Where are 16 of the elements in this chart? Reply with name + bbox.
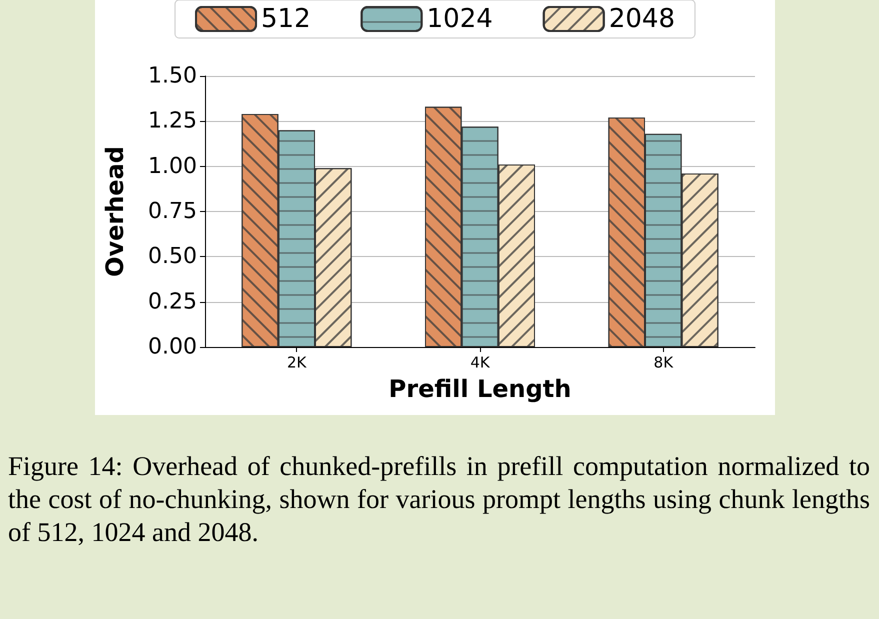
y-tick-label: 0.75 [148, 199, 197, 224]
y-tick-label: 0.00 [148, 334, 197, 360]
y-tick-label: 0.25 [148, 289, 197, 314]
x-tick-label: 4K [470, 354, 491, 372]
legend-label: 1024 [426, 4, 493, 34]
x-tick-label: 8K [654, 354, 674, 372]
x-axis-title: Prefill Length [388, 375, 572, 403]
y-tick-label: 1.50 [148, 64, 197, 88]
y-axis-title: Overhead [101, 146, 129, 277]
y-tick-label: 1.00 [148, 154, 197, 179]
y-tick-label: 1.25 [148, 108, 197, 134]
legend-label: 2048 [608, 4, 675, 34]
x-tick-label: 2K [286, 354, 308, 372]
y-tick-label: 0.50 [148, 244, 197, 270]
legend-label: 512 [261, 4, 311, 34]
caption: Figure 14: Overhead of chunked-prefills in prefill computation normalized to the cost of no-chunking, shown for various prompt lengths using chunk lengths of 512, 1024 and 2048. [8, 450, 870, 549]
